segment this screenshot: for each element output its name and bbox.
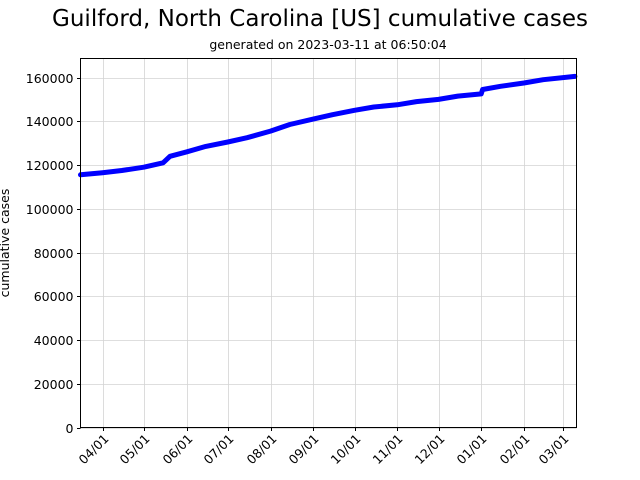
- x-tick-label: 09/01: [286, 431, 322, 467]
- x-tick-label: 06/01: [160, 431, 196, 467]
- x-axis: 04/01 05/01 06/01 07/01 08/01 09/01 10/01 11/01…: [76, 427, 572, 467]
- chart-title: Guilford, North Carolina [US] cumulative…: [52, 6, 588, 32]
- y-axis: 0 20000 40000 60000 80000 100000 120000 140000 1…: [26, 71, 81, 436]
- x-tick-label: 08/01: [244, 431, 280, 467]
- y-tick-label: 140000: [26, 114, 74, 129]
- x-tick-label: 02/01: [497, 431, 533, 467]
- y-tick-label: 0: [66, 421, 74, 436]
- y-tick-label: 100000: [26, 202, 74, 217]
- y-tick-label: 160000: [26, 71, 74, 86]
- x-tick-label: 04/01: [76, 431, 112, 467]
- chart-subtitle: generated on 2023-03-11 at 06:50:04: [209, 37, 447, 52]
- y-tick-label: 60000: [34, 289, 74, 304]
- x-tick-label: 03/01: [536, 431, 572, 467]
- y-tick-label: 120000: [26, 158, 74, 173]
- x-tick-label: 10/01: [328, 431, 364, 467]
- y-axis-label: cumulative cases: [0, 189, 12, 298]
- y-tick-label: 80000: [34, 246, 74, 261]
- x-tick-label: 07/01: [201, 431, 237, 467]
- grid-lines: [80, 58, 577, 429]
- x-tick-label: 11/01: [370, 431, 406, 467]
- plot-frame: [80, 58, 577, 428]
- x-tick-label: 05/01: [117, 431, 153, 467]
- y-tick-label: 40000: [34, 333, 74, 348]
- y-tick-label: 20000: [34, 377, 74, 392]
- x-tick-label: 01/01: [454, 431, 490, 467]
- x-tick-label: 12/01: [412, 431, 448, 467]
- cases-line: [78, 73, 578, 178]
